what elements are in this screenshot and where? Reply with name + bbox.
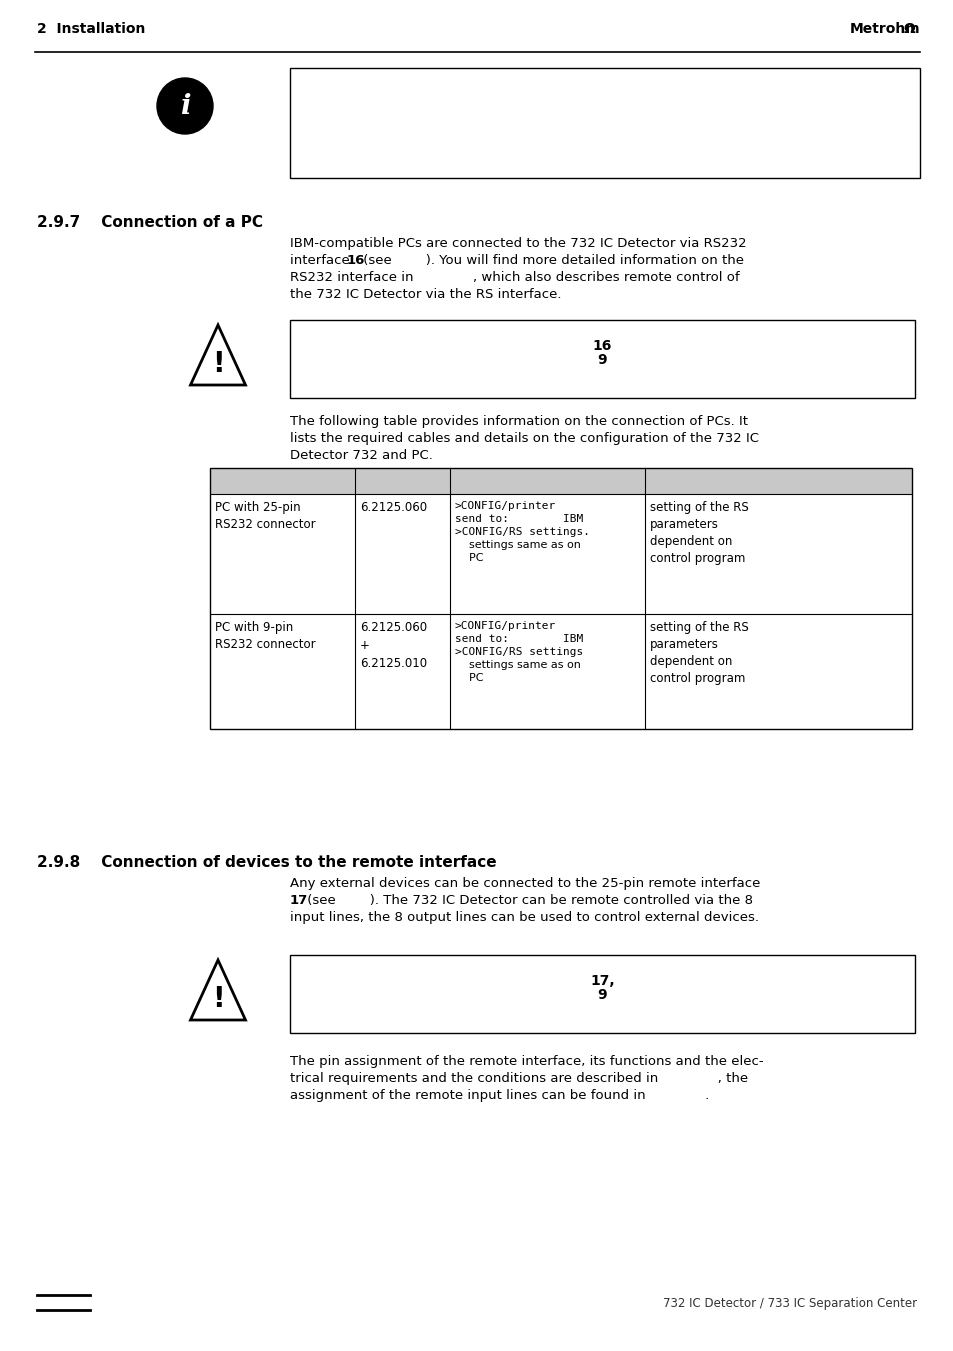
Text: RS232 interface in              , which also describes remote control of: RS232 interface in , which also describe… bbox=[290, 272, 739, 284]
Text: >CONFIG/RS settings: >CONFIG/RS settings bbox=[455, 647, 582, 657]
Text: PC with 9-pin
RS232 connector: PC with 9-pin RS232 connector bbox=[214, 621, 315, 651]
Text: !: ! bbox=[212, 985, 224, 1013]
Text: setting of the RS
parameters
dependent on
control program: setting of the RS parameters dependent o… bbox=[649, 621, 748, 685]
Bar bbox=[290, 320, 914, 399]
Text: the 732 IC Detector via the RS interface.: the 732 IC Detector via the RS interface… bbox=[290, 288, 561, 301]
Text: 17: 17 bbox=[290, 894, 308, 907]
Text: PC with 25-pin
RS232 connector: PC with 25-pin RS232 connector bbox=[214, 501, 315, 531]
Text: PC: PC bbox=[455, 673, 483, 684]
Text: 2.9.8    Connection of devices to the remote interface: 2.9.8 Connection of devices to the remot… bbox=[37, 855, 497, 870]
Text: 2.9.7    Connection of a PC: 2.9.7 Connection of a PC bbox=[37, 215, 263, 230]
Text: (see        ). You will find more detailed information on the: (see ). You will find more detailed info… bbox=[358, 254, 743, 267]
Text: send to:        IBM: send to: IBM bbox=[455, 634, 582, 644]
Text: 6.2125.060: 6.2125.060 bbox=[359, 501, 427, 513]
Text: The pin assignment of the remote interface, its functions and the elec-: The pin assignment of the remote interfa… bbox=[290, 1055, 762, 1069]
Text: 2  Installation: 2 Installation bbox=[37, 22, 145, 36]
Text: 16: 16 bbox=[592, 339, 612, 353]
Text: assignment of the remote input lines can be found in              .: assignment of the remote input lines can… bbox=[290, 1089, 708, 1102]
Text: send to:        IBM: send to: IBM bbox=[455, 513, 582, 524]
Text: The following table provides information on the connection of PCs. It: The following table provides information… bbox=[290, 415, 747, 428]
Text: setting of the RS
parameters
dependent on
control program: setting of the RS parameters dependent o… bbox=[649, 501, 748, 565]
Bar bbox=[210, 467, 911, 730]
Text: interface: interface bbox=[290, 254, 354, 267]
Text: Detector 732 and PC.: Detector 732 and PC. bbox=[290, 449, 433, 462]
Text: Ω: Ω bbox=[902, 22, 914, 36]
Text: Metrohm: Metrohm bbox=[848, 22, 919, 36]
Bar bbox=[290, 68, 919, 178]
Polygon shape bbox=[191, 961, 245, 1020]
Text: 17,: 17, bbox=[590, 974, 614, 988]
Text: 9: 9 bbox=[598, 353, 607, 367]
Circle shape bbox=[157, 78, 213, 134]
Bar bbox=[290, 955, 914, 1034]
Text: 732 IC Detector / 733 IC Separation Center: 732 IC Detector / 733 IC Separation Cent… bbox=[662, 1297, 916, 1309]
Text: >CONFIG/printer: >CONFIG/printer bbox=[455, 501, 556, 511]
Text: settings same as on: settings same as on bbox=[455, 661, 580, 670]
Text: IBM-compatible PCs are connected to the 732 IC Detector via RS232: IBM-compatible PCs are connected to the … bbox=[290, 236, 746, 250]
Text: lists the required cables and details on the configuration of the 732 IC: lists the required cables and details on… bbox=[290, 432, 759, 444]
Text: >CONFIG/RS settings.: >CONFIG/RS settings. bbox=[455, 527, 589, 536]
Text: (see        ). The 732 IC Detector can be remote controlled via the 8: (see ). The 732 IC Detector can be remot… bbox=[303, 894, 752, 907]
Text: trical requirements and the conditions are described in              , the: trical requirements and the conditions a… bbox=[290, 1071, 747, 1085]
Text: i: i bbox=[179, 92, 190, 119]
Text: PC: PC bbox=[455, 553, 483, 563]
Bar bbox=[210, 467, 911, 494]
Text: input lines, the 8 output lines can be used to control external devices.: input lines, the 8 output lines can be u… bbox=[290, 911, 759, 924]
Text: 9: 9 bbox=[598, 988, 607, 1002]
Polygon shape bbox=[191, 326, 245, 385]
Text: settings same as on: settings same as on bbox=[455, 540, 580, 550]
Text: 16: 16 bbox=[347, 254, 365, 267]
Text: >CONFIG/printer: >CONFIG/printer bbox=[455, 621, 556, 631]
Text: 6.2125.060
+
6.2125.010: 6.2125.060 + 6.2125.010 bbox=[359, 621, 427, 670]
Text: !: ! bbox=[212, 350, 224, 378]
Text: Any external devices can be connected to the 25-pin remote interface: Any external devices can be connected to… bbox=[290, 877, 760, 890]
